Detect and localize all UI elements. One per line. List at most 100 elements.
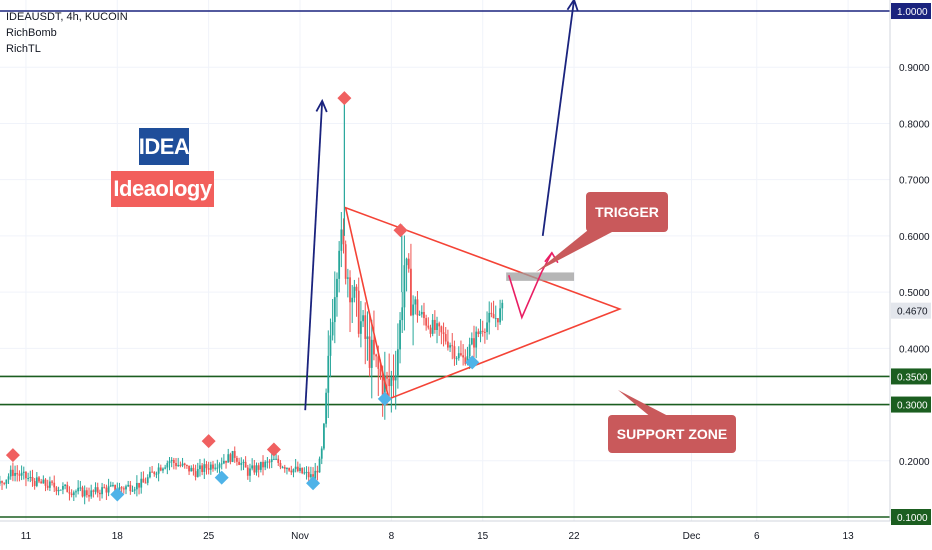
candle-body [360, 321, 362, 334]
candle-body [79, 487, 82, 489]
candle-body [92, 490, 95, 492]
candle-body [27, 478, 30, 480]
candle-body [140, 478, 143, 488]
candle-body [131, 490, 134, 492]
candle-body [109, 485, 112, 487]
candle-body [296, 466, 299, 472]
chart-legend: IDEAUSDT, 4h, KUCOIN RichBomb RichTL [6, 9, 128, 57]
candle-body [362, 315, 364, 322]
candle-body [329, 335, 332, 356]
indicator-richbomb[interactable]: RichBomb [6, 27, 57, 39]
candle-body [53, 482, 56, 488]
candle-body [172, 459, 175, 464]
candle-body [501, 302, 504, 309]
candle-body [499, 308, 501, 323]
candle-body [286, 468, 288, 470]
candle-body [70, 493, 73, 496]
drawings [304, 0, 672, 418]
indicator-richtl[interactable]: RichTL [6, 43, 41, 55]
x-tick-label: 8 [389, 531, 395, 542]
support-zone-callout: SUPPORT ZONE [608, 415, 736, 453]
candle-body [466, 356, 469, 364]
candle-body [142, 478, 145, 483]
candle-body [444, 334, 447, 342]
candle-body [281, 467, 284, 469]
candle-body [149, 471, 151, 478]
candle-body [257, 465, 260, 470]
candle-body [270, 459, 273, 463]
candle-body [90, 490, 93, 497]
candle-body [414, 299, 417, 305]
candle-body [486, 322, 488, 333]
candle-body [299, 467, 301, 472]
candle-body [7, 476, 10, 480]
candle-body [370, 339, 373, 368]
candle-body [453, 346, 456, 359]
idea-ticker-tag: IDEA [139, 128, 190, 165]
candle-body [85, 490, 88, 496]
candle-body [473, 338, 475, 348]
candle-body [314, 470, 317, 479]
candle-body [468, 344, 471, 357]
candle-body [188, 465, 190, 472]
candle-body [181, 463, 184, 466]
candle-body [277, 458, 280, 463]
candle-body [375, 354, 378, 357]
candle-body [240, 462, 243, 465]
candle-body [203, 464, 206, 472]
candle-body [477, 331, 480, 335]
candle-body [31, 476, 34, 482]
x-tick-label: 18 [112, 531, 124, 542]
candle-body [403, 265, 406, 308]
trigger-callout-pointer [536, 222, 612, 272]
candle-body [48, 481, 51, 488]
candle-body [1, 481, 3, 483]
candle-body [122, 488, 125, 490]
candle-body [118, 487, 121, 491]
candle-body [425, 318, 428, 326]
candle-body [268, 461, 271, 463]
y-axis[interactable]: 0.2000 0.4000 0.5000 0.6000 0.7000 0.8000 0.90… [889, 0, 932, 550]
sell-signal-diamond [266, 442, 281, 457]
candle-body [168, 461, 171, 464]
candle-body [249, 468, 251, 476]
candle-body [392, 376, 395, 381]
candle-body [218, 464, 221, 468]
candle-body [275, 458, 277, 460]
candle-body [201, 465, 204, 472]
candle-body [357, 290, 360, 334]
price-level-tag-label: 0.1000 [897, 513, 928, 524]
candle-body [155, 473, 158, 475]
candle-body [157, 467, 160, 474]
candle-body [305, 471, 308, 473]
candle-body [244, 461, 247, 468]
x-tick-label: 13 [843, 531, 855, 542]
projected-path [508, 252, 553, 320]
price-level-tag-label: 1.0000 [897, 7, 928, 18]
support-callout-pointer [618, 390, 672, 418]
candle-body [229, 454, 232, 462]
candle-body [88, 495, 90, 497]
target-arrow-head [566, 0, 579, 12]
candle-body [483, 331, 486, 333]
candle-body [18, 474, 21, 476]
sell-signal-diamond [5, 448, 20, 463]
candle-body [194, 471, 197, 477]
candle-body [457, 353, 460, 359]
candle-body [59, 489, 62, 491]
candle-body [135, 482, 138, 490]
candle-body [464, 357, 467, 364]
candle-body [316, 470, 319, 473]
candle-body [338, 250, 341, 279]
candle-body [83, 490, 86, 497]
x-axis[interactable]: 11 18 25 Nov 8 15 22 Dec 6 13 [0, 520, 890, 550]
candle-body [336, 278, 338, 298]
x-tick-label: Nov [291, 531, 309, 542]
candle-body [153, 472, 156, 475]
candle-body [29, 476, 32, 479]
y-tick-label: 0.5000 [899, 288, 930, 299]
candle-body [377, 356, 380, 369]
symbol-title[interactable]: IDEAUSDT, 4h, KUCOIN [6, 11, 128, 23]
candle-body [72, 492, 75, 496]
